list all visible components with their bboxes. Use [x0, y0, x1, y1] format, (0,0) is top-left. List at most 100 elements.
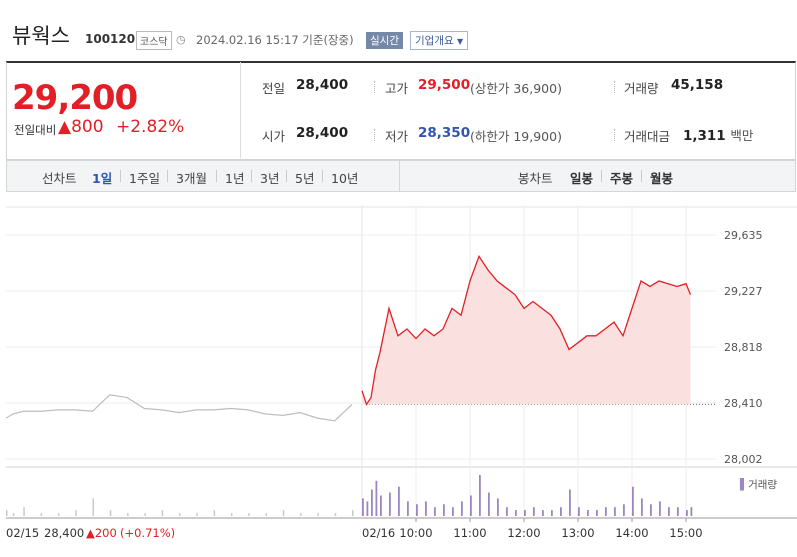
tab-1w[interactable]: 1주일: [129, 171, 160, 186]
prev-volume-bar: [352, 510, 354, 516]
prev-volume-bar: [196, 513, 198, 516]
low-label: 저가: [385, 129, 409, 144]
tab-divider: [601, 170, 602, 182]
prev-day-label: 02/15: [6, 526, 40, 540]
x-tick-label: 12:00: [507, 526, 540, 540]
divider: [614, 129, 616, 141]
market-badge: 코스닥: [136, 31, 172, 50]
stock-name: 뷰웍스: [12, 24, 70, 48]
volume-bar: [551, 510, 553, 516]
tab-3y[interactable]: 3년: [260, 171, 280, 186]
prev-volume-bar: [92, 498, 94, 516]
prev-volume-bar: [40, 513, 43, 516]
today-label: 02/16: [362, 526, 396, 540]
change-percent: +2.82%: [116, 117, 185, 137]
volume-bar: [632, 486, 634, 516]
tab-3m[interactable]: 3개월: [176, 171, 207, 186]
volume-bar: [605, 507, 607, 516]
open-label: 시가: [262, 129, 286, 144]
prev-volume-bar: [282, 510, 285, 516]
prev-day-price: 28,400: [44, 526, 85, 540]
x-tick-label: 15:00: [669, 526, 702, 540]
tab-1y[interactable]: 1년: [225, 171, 245, 186]
volume-bar: [650, 504, 652, 516]
candle-chart-label: 봉차트: [518, 171, 553, 186]
tab-divider: [322, 170, 323, 182]
volume-bar: [677, 507, 679, 516]
volume-bar: [578, 507, 580, 516]
volume-legend: ▌거래량: [740, 477, 777, 492]
amount-value: 1,311 백만: [683, 125, 753, 144]
y-tick-label: 29,227: [724, 285, 763, 298]
today-area: [362, 256, 691, 405]
amount-number: 1,311: [683, 128, 726, 144]
volume-legend-swatch: ▌: [740, 479, 749, 491]
tab-5y[interactable]: 5년: [295, 171, 315, 186]
volume-bar: [659, 501, 661, 516]
tab-group-divider: [399, 160, 400, 191]
amount-unit: 백만: [730, 128, 754, 143]
divider: [374, 81, 376, 93]
lower-limit: (하한가 19,900): [470, 129, 562, 144]
volume-bar: [641, 498, 643, 516]
realtime-badge[interactable]: 실시간: [366, 32, 403, 49]
volume-bar: [375, 480, 378, 516]
volume-bar: [461, 501, 463, 516]
volume-bar: [506, 507, 508, 516]
tab-divider: [251, 170, 252, 182]
chevron-down-icon: ▼: [456, 37, 464, 46]
volume-bar: [407, 501, 409, 516]
prev-volume-bar: [300, 513, 302, 516]
volume-bar: [488, 492, 490, 516]
tab-weekly[interactable]: 주봉: [610, 171, 634, 186]
prev-day-change: ▲200: [86, 526, 117, 540]
volume-bar: [686, 510, 688, 516]
y-tick-label: 29,635: [724, 229, 763, 242]
high-value: 29,500: [418, 77, 471, 93]
x-tick-label: 11:00: [453, 526, 486, 540]
volume-bar: [524, 510, 526, 516]
prev-volume-bar: [144, 513, 146, 516]
volume-bar: [596, 510, 598, 516]
prev-volume-bar: [23, 507, 25, 516]
volume-bar: [362, 498, 364, 516]
y-tick-label: 28,818: [724, 341, 763, 354]
volume-bar: [452, 507, 454, 516]
low-value: 28,350: [418, 125, 471, 141]
volume-bar: [416, 504, 418, 516]
prev-volume-bar: [230, 513, 233, 516]
prev-volume-bar: [57, 513, 60, 516]
prev-volume-bar: [127, 513, 129, 516]
prev-day-line: [5, 394, 353, 422]
volume-bar: [533, 507, 535, 516]
company-info-dropdown[interactable]: 기업개요 ▼: [410, 31, 469, 50]
quote-divider: [240, 62, 241, 158]
volume-bar: [380, 495, 382, 516]
volume-bar: [668, 507, 670, 516]
tab-daily[interactable]: 일봉: [570, 171, 594, 186]
prev-volume-bar: [213, 510, 216, 516]
volume-bar: [398, 486, 400, 516]
tab-divider: [286, 170, 287, 182]
divider: [614, 81, 616, 93]
tab-10y[interactable]: 10년: [331, 171, 359, 186]
chart-tab-bar: [6, 160, 796, 192]
tab-monthly[interactable]: 월봉: [650, 171, 674, 186]
volume-bar: [479, 474, 481, 516]
prev-volume-bar: [265, 513, 267, 516]
volume-bar: [497, 498, 499, 516]
volume-bar: [587, 510, 589, 516]
volume-bar: [389, 492, 391, 516]
volume-label: 거래량: [624, 81, 659, 96]
prev-volume-bar: [334, 513, 337, 516]
volume-bar: [515, 510, 517, 516]
tab-1d[interactable]: 1일: [92, 171, 113, 186]
y-tick-label: 28,002: [724, 453, 763, 466]
prev-volume-bar: [109, 510, 112, 516]
x-tick-label: 13:00: [561, 526, 594, 540]
high-label: 고가: [385, 81, 409, 96]
volume-bar: [560, 507, 562, 516]
prev-volume-bar: [161, 510, 164, 516]
tab-divider: [216, 170, 217, 182]
change-amount: ▲800: [58, 117, 104, 137]
